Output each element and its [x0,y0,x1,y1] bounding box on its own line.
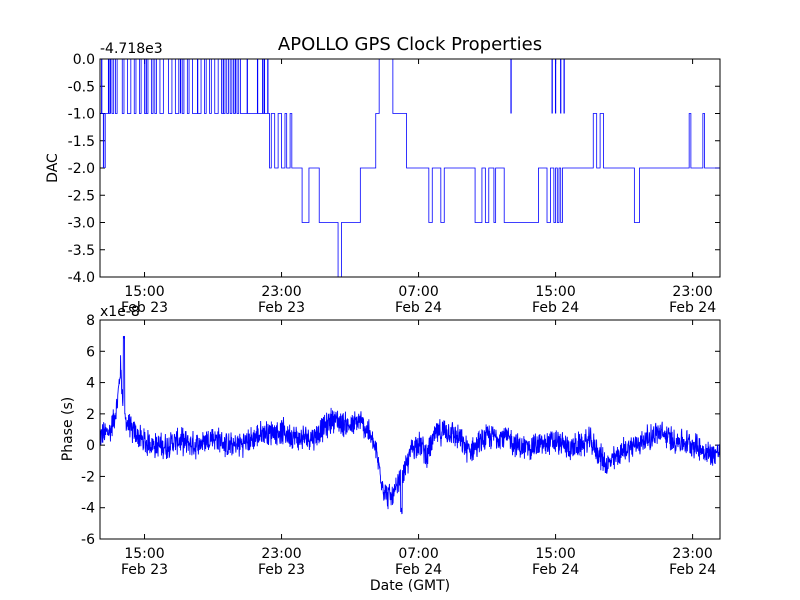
phase-y-tick-label: 0 [86,438,95,454]
phase-x-axis-label: Date (GMT) [370,578,450,594]
phase-y-tick-label: -6 [81,532,95,548]
dac-x-tick-label-time: 23:00 [672,284,712,300]
phase-y-tick-label: -4 [81,501,95,517]
dac-y-tick-label: -1.0 [68,107,95,123]
dac-x-tick-label-time: 15:00 [124,284,164,300]
phase-y-tick-label: 8 [86,313,95,329]
phase-axes-frame [99,319,721,540]
dac-axes-frame [99,58,721,278]
dac-y-tick-label: -3.5 [68,243,95,259]
dac-offset-text: -4.718e3 [100,41,163,57]
dac-x-tick-label-date: Feb 24 [395,300,442,316]
phase-x-tick-label-time: 15:00 [535,546,575,562]
dac-y-tick-label: -4.0 [68,270,95,286]
dac-x-tick-label-date: Feb 23 [121,300,168,316]
dac-x-tick-label-date: Feb 24 [669,300,716,316]
phase-x-tick-label-time: 07:00 [398,546,438,562]
dac-x-tick-label-time: 07:00 [398,284,438,300]
phase-y-tick-label: -2 [81,469,95,485]
dac-y-tick-label: -3.0 [68,216,95,232]
phase-panel: x1e-8 Phase (s) Date (GMT) -6 -4 -2 0 2 4 6 8 15… [60,304,721,594]
dac-y-tick-label: -2.5 [68,188,95,204]
dac-x-tick-label-date: Feb 23 [258,300,305,316]
dac-y-axis-label: DAC [45,153,61,183]
dac-plot-area: -4.0 -3.5 -3.0 -2.5 -2.0 -1.5 -1.0 -0.5 0.0 15:00… [68,52,720,316]
dac-y-tick-label: -0.5 [68,79,95,95]
phase-x-tick-label-date: Feb 24 [395,562,442,578]
dac-y-tick-label: 0.0 [73,52,95,68]
chart-title: APOLLO GPS Clock Properties [278,34,542,55]
phase-x-tick-label-time: 23:00 [672,546,712,562]
dac-panel: -4.718e3 DAC -4.0 -3.5 -3.0 -2.5 -2.0 -1.5 -1.… [45,41,721,316]
phase-y-tick-label: 2 [86,407,95,423]
dac-x-tick-label-time: 15:00 [535,284,575,300]
phase-y-tick-label: 4 [86,376,95,392]
phase-series-line [100,335,720,515]
phase-y-tick-label: 6 [86,344,95,360]
dac-y-tick-label: -1.5 [68,134,95,150]
phase-x-tick-label-date: Feb 24 [669,562,716,578]
phase-x-tick-label-date: Feb 24 [532,562,579,578]
phase-x-tick-label-time: 15:00 [124,546,164,562]
phase-x-tick-label-date: Feb 23 [121,562,168,578]
phase-x-tick-label-date: Feb 23 [258,562,305,578]
phase-offset-text: x1e-8 [100,304,140,320]
dac-x-tick-label-time: 23:00 [261,284,301,300]
phase-x-tick-label-time: 23:00 [261,546,301,562]
dac-series-line [100,59,720,277]
phase-y-axis-label: Phase (s) [60,397,76,461]
dac-y-tick-label: -2.0 [68,161,95,177]
dac-x-tick-label-date: Feb 24 [532,300,579,316]
